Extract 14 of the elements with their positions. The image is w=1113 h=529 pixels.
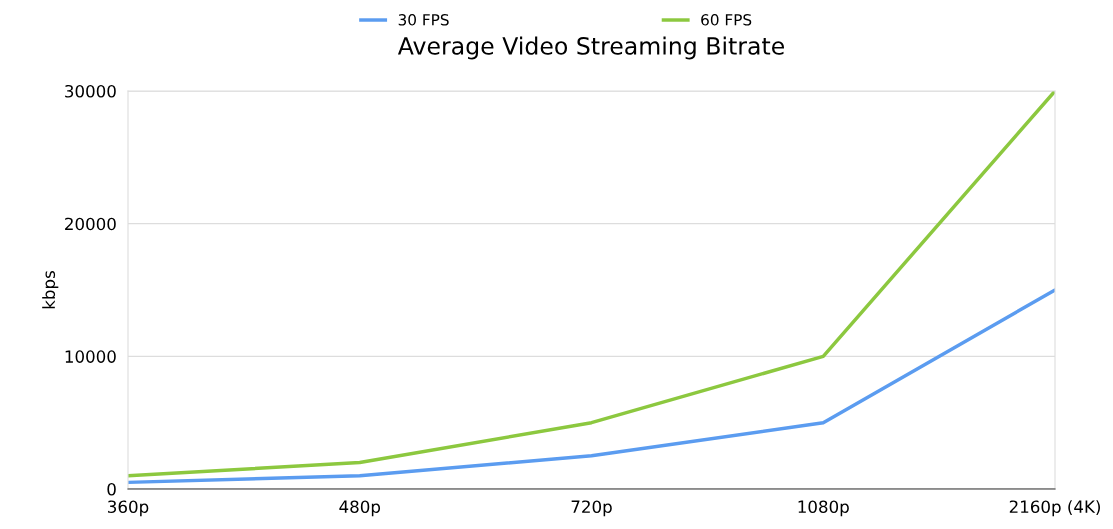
y-tick-label: 30000 xyxy=(65,84,116,98)
x-tick-label: 1080p xyxy=(798,500,849,517)
x-tick-label: 480p xyxy=(339,500,381,517)
chart-title: Average Video Streaming Bitrate xyxy=(397,36,784,60)
y-tick-label: 20000 xyxy=(65,217,116,231)
legend-label: 30 FPS xyxy=(398,14,449,26)
y-axis-title: kbps xyxy=(42,271,59,309)
y-tick-label: 0 xyxy=(107,482,116,496)
line-series xyxy=(128,288,1055,485)
legend-label: 60 FPS xyxy=(701,14,752,26)
x-tick-label: 2160p (4K) xyxy=(1009,500,1100,517)
y-tick-label: 10000 xyxy=(65,350,116,363)
x-tick-label: 360p xyxy=(108,500,149,517)
x-tick-label: 720p xyxy=(571,500,612,517)
